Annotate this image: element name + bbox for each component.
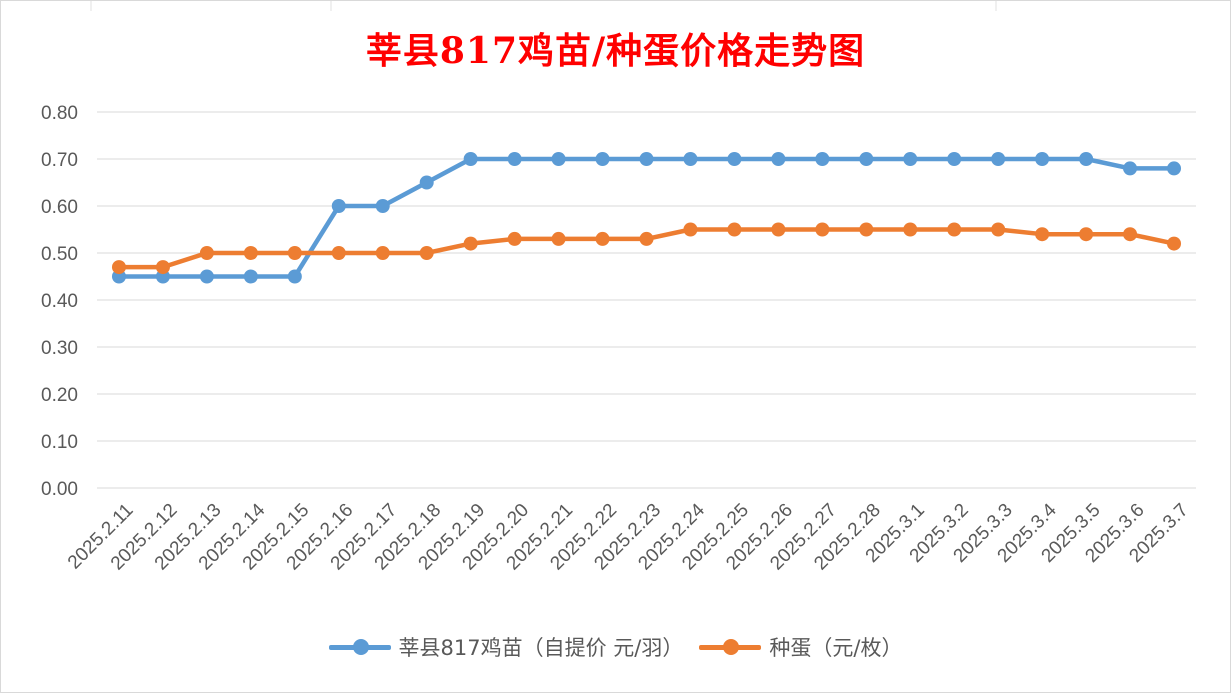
y-tick-label: 0.10 bbox=[41, 432, 78, 453]
data-point-1 bbox=[595, 231, 610, 246]
y-axis-ticks: 0.00 0.10 0.20 0.30 0.40 0.50 0.60 0.70 0.80 bbox=[41, 103, 78, 500]
data-point-0 bbox=[903, 152, 918, 166]
data-point-0 bbox=[1167, 161, 1182, 176]
data-point-0 bbox=[507, 152, 522, 166]
data-point-1 bbox=[155, 260, 170, 275]
data-point-0 bbox=[243, 269, 258, 284]
legend-swatch-chick bbox=[328, 638, 391, 655]
data-point-0 bbox=[419, 175, 434, 190]
data-point-1 bbox=[419, 246, 434, 260]
legend-label-egg: 种蛋（元/枚） bbox=[769, 636, 903, 660]
data-point-1 bbox=[331, 246, 346, 260]
data-point-1 bbox=[683, 222, 698, 237]
y-tick-label: 0.00 bbox=[41, 479, 78, 500]
data-point-1 bbox=[903, 222, 918, 237]
y-tick-label: 0.80 bbox=[41, 103, 78, 124]
data-point-0 bbox=[639, 152, 654, 166]
data-point-0 bbox=[683, 152, 698, 166]
legend-item-chick: 莘县817鸡苗（自提价 元/羽） bbox=[328, 632, 684, 662]
data-point-1 bbox=[287, 246, 302, 260]
data-point-1 bbox=[463, 236, 478, 251]
data-point-0 bbox=[1079, 152, 1094, 166]
y-tick-label: 0.60 bbox=[41, 197, 78, 218]
data-point-1 bbox=[859, 222, 874, 237]
data-point-0 bbox=[551, 152, 566, 166]
y-tick-label: 0.70 bbox=[41, 150, 78, 171]
data-point-1 bbox=[507, 231, 522, 246]
data-point-1 bbox=[199, 246, 214, 260]
legend: 莘县817鸡苗（自提价 元/羽） 种蛋（元/枚） bbox=[0, 632, 1231, 662]
data-point-0 bbox=[287, 269, 302, 284]
data-point-0 bbox=[595, 152, 610, 166]
data-point-0 bbox=[991, 152, 1006, 166]
legend-swatch-egg bbox=[699, 638, 762, 655]
y-tick-label: 0.40 bbox=[41, 291, 78, 312]
y-tick-label: 0.50 bbox=[41, 244, 78, 265]
data-point-0 bbox=[947, 152, 962, 166]
data-point-0 bbox=[463, 152, 478, 166]
data-point-1 bbox=[243, 246, 258, 260]
gridlines bbox=[97, 111, 1196, 489]
data-point-1 bbox=[1079, 227, 1094, 242]
x-axis-ticks: 2025.2.112025.2.122025.2.132025.2.142025… bbox=[64, 499, 1193, 574]
data-point-0 bbox=[815, 152, 830, 166]
data-point-0 bbox=[859, 152, 874, 166]
chart-title: 莘县817鸡苗/种蛋价格走势图 bbox=[365, 30, 866, 72]
data-point-0 bbox=[199, 269, 214, 284]
data-point-0 bbox=[375, 199, 390, 213]
data-point-1 bbox=[111, 260, 126, 275]
data-point-1 bbox=[1035, 227, 1050, 242]
data-point-1 bbox=[771, 222, 786, 237]
data-point-0 bbox=[771, 152, 786, 166]
series-line-0 bbox=[116, 156, 1177, 279]
legend-label-chick: 莘县817鸡苗（自提价 元/羽） bbox=[398, 636, 684, 660]
series-points bbox=[111, 152, 1182, 284]
data-point-1 bbox=[727, 222, 742, 237]
data-point-1 bbox=[1167, 236, 1182, 251]
data-point-0 bbox=[1035, 152, 1050, 166]
data-point-1 bbox=[815, 222, 830, 237]
y-tick-label: 0.20 bbox=[41, 385, 78, 406]
data-point-1 bbox=[375, 246, 390, 260]
series-lines bbox=[116, 156, 1177, 279]
data-point-0 bbox=[1123, 161, 1138, 176]
data-point-0 bbox=[331, 199, 346, 213]
data-point-1 bbox=[639, 231, 654, 246]
data-point-1 bbox=[1123, 227, 1138, 242]
data-point-0 bbox=[727, 152, 742, 166]
legend-item-egg: 种蛋（元/枚） bbox=[699, 632, 902, 662]
data-point-1 bbox=[551, 231, 566, 246]
data-point-1 bbox=[947, 222, 962, 237]
data-point-1 bbox=[991, 222, 1006, 237]
y-tick-label: 0.30 bbox=[41, 338, 78, 359]
